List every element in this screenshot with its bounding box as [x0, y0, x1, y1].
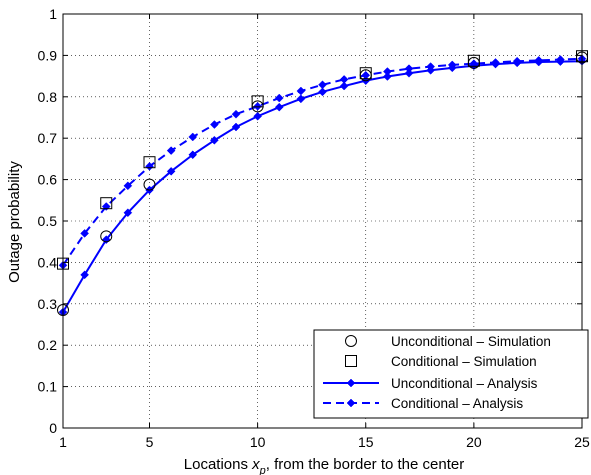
y-tick-label: 0.8: [38, 89, 58, 105]
data-point: [145, 161, 154, 171]
x-tick-label: 20: [466, 434, 482, 450]
y-tick-label: 0.5: [38, 213, 58, 229]
data-point: [143, 178, 156, 191]
y-axis-label: Outage probability: [6, 161, 23, 283]
data-point: [339, 81, 349, 91]
data-point: [100, 230, 113, 243]
legend-item: Conditional – Analysis: [323, 396, 523, 411]
plot-series: [57, 50, 588, 317]
data-point: [274, 93, 284, 103]
data-point: [467, 54, 480, 67]
data-point: [491, 58, 500, 67]
y-tick-label: 0.7: [38, 130, 58, 146]
x-tick-label: 25: [574, 434, 590, 450]
data-point: [143, 156, 156, 169]
series-3: [58, 56, 587, 317]
x-tick-label: 10: [250, 434, 266, 450]
legend-label: Unconditional – Simulation: [391, 334, 551, 349]
data-point: [251, 95, 264, 108]
legend: Unconditional – Simulation Conditional – …: [313, 329, 589, 419]
y-tick-label: 0: [49, 420, 57, 436]
data-point: [361, 70, 371, 80]
data-point: [404, 68, 414, 78]
data-point: [188, 150, 198, 160]
data-point: [80, 229, 89, 238]
legend-item: Unconditional – Simulation: [345, 334, 551, 349]
data-point: [359, 67, 372, 80]
data-point: [383, 72, 392, 81]
data-point: [512, 56, 522, 66]
y-tick-label: 0.9: [38, 47, 58, 63]
data-point: [210, 135, 219, 145]
x-axis-label-main: Locations: [184, 456, 252, 473]
series-line: [62, 60, 583, 313]
legend-marker: [346, 398, 356, 408]
data-point: [100, 197, 113, 210]
data-point: [231, 109, 241, 119]
data-point: [210, 120, 219, 129]
legend-marker: [346, 378, 356, 388]
data-point: [166, 166, 176, 176]
data-point: [469, 59, 479, 69]
x-axis-label: Locations xp, from the border to the cen…: [184, 456, 464, 475]
legend-item: Conditional – Simulation: [345, 354, 537, 369]
data-point: [166, 146, 176, 155]
legend-marker: [345, 335, 357, 347]
data-point: [556, 55, 565, 64]
data-point: [426, 62, 435, 71]
data-point: [318, 80, 327, 90]
y-tick-label: 0.6: [38, 172, 58, 188]
data-point: [123, 208, 133, 218]
data-point: [404, 64, 414, 74]
y-tick-label: 0.4: [38, 254, 58, 270]
legend-item: Unconditional – Analysis: [323, 376, 538, 391]
data-point: [80, 270, 89, 280]
data-point: [339, 75, 349, 84]
data-point: [296, 94, 306, 104]
legend-box: [313, 329, 589, 419]
y-tick-label: 0.1: [38, 379, 58, 395]
x-tick-label: 15: [358, 434, 374, 450]
x-axis-label-variable: x: [251, 456, 260, 473]
legend-label: Conditional – Analysis: [391, 396, 523, 411]
x-axis-label-rest: , from the border to the center: [266, 456, 464, 473]
data-point: [253, 101, 262, 111]
x-tick-label: 5: [146, 434, 154, 450]
data-point: [231, 122, 241, 132]
x-tick-label: 1: [59, 434, 67, 450]
legend-label: Unconditional – Analysis: [391, 376, 538, 391]
data-point: [123, 181, 133, 191]
axis-ticks: 00.10.20.30.40.50.60.70.80.911 5 10 15 20 25: [38, 6, 590, 450]
data-point: [274, 102, 284, 112]
y-tick-label: 0.3: [38, 296, 58, 312]
data-point: [253, 111, 262, 121]
series-4: [58, 54, 587, 270]
y-tick-label: 0.2: [38, 337, 58, 353]
x-axis-label-subscript: p: [259, 465, 266, 475]
data-point: [188, 132, 198, 142]
data-point: [296, 86, 306, 96]
data-point: [534, 56, 544, 65]
data-point: [318, 87, 327, 97]
y-tick-label: 1: [49, 6, 57, 22]
legend-marker: [345, 355, 357, 367]
data-point: [447, 60, 457, 70]
legend-label: Conditional – Simulation: [391, 354, 537, 369]
data-point: [383, 67, 392, 76]
